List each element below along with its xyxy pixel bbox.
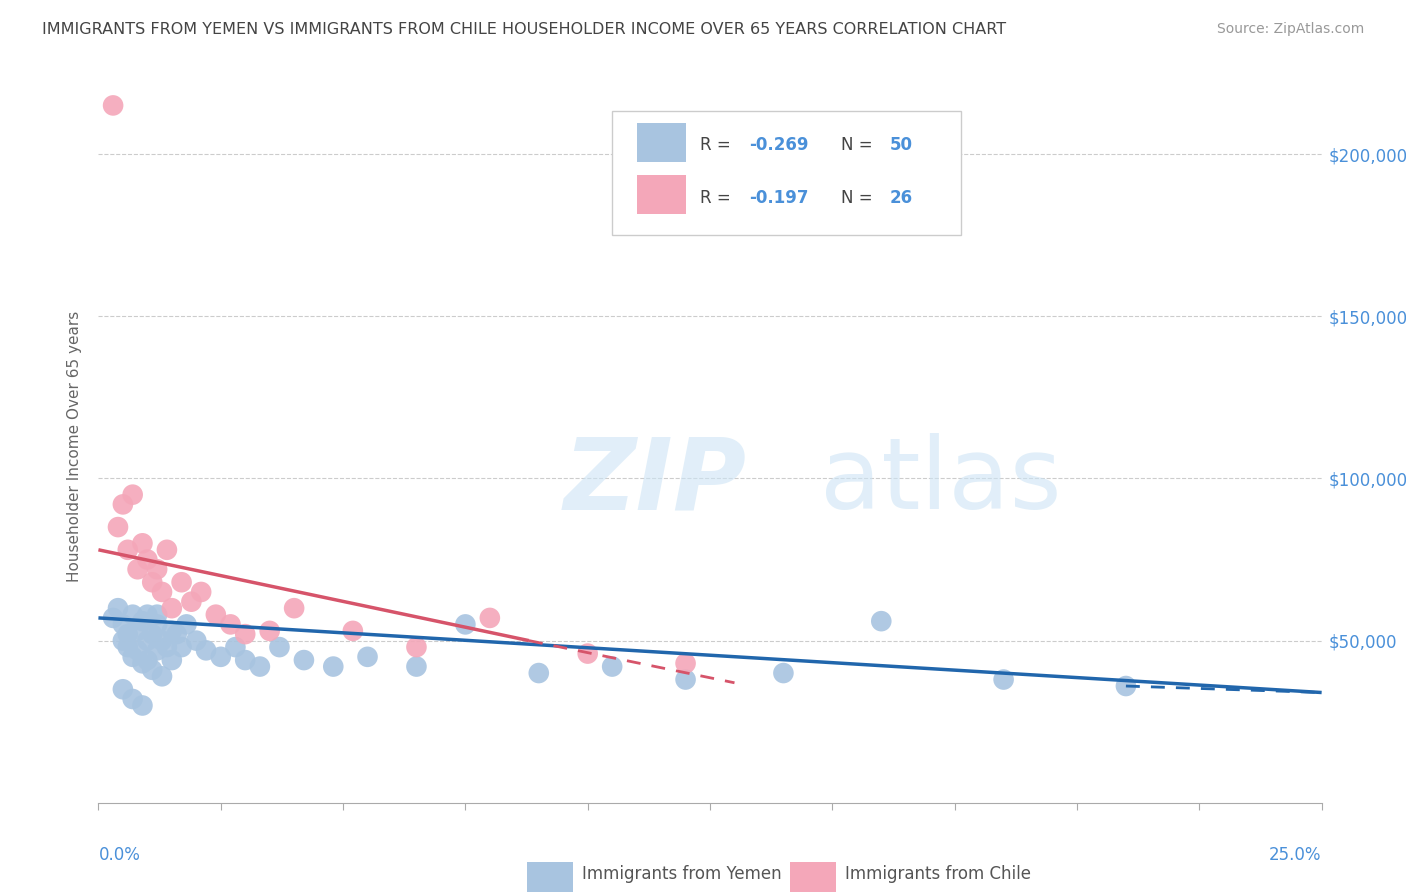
Point [405,659,427,673]
Point [127,562,149,576]
Point [117,640,139,654]
Point [772,666,794,681]
FancyBboxPatch shape [637,123,686,162]
Point [150,633,173,648]
Point [180,595,202,609]
Point [136,552,159,566]
Point [233,653,256,667]
Point [107,601,129,615]
Text: R =: R = [700,136,737,153]
Point [166,627,188,641]
Point [233,627,256,641]
Point [141,627,163,641]
Point [870,614,893,628]
Point [141,663,163,677]
Point [322,659,344,673]
Point [156,640,179,654]
FancyBboxPatch shape [637,175,686,214]
Point [146,643,169,657]
Point [478,611,501,625]
Point [121,649,143,664]
Text: Immigrants from Yemen: Immigrants from Yemen [582,865,782,883]
Point [576,647,599,661]
Point [219,617,242,632]
Point [127,624,149,638]
Point [146,607,169,622]
Point [141,575,163,590]
Point [131,536,153,550]
Point [205,607,228,622]
Point [146,562,169,576]
Point [121,607,143,622]
Point [1115,679,1137,693]
Text: Source: ZipAtlas.com: Source: ZipAtlas.com [1216,22,1364,37]
Point [600,659,623,673]
Point [111,617,134,632]
Point [190,585,212,599]
Text: N =: N = [841,189,877,207]
Point [131,657,153,671]
Point [195,643,218,657]
Point [107,520,129,534]
Point [283,601,305,615]
Point [117,627,139,641]
Point [176,617,198,632]
Point [209,649,232,664]
Text: R =: R = [700,189,737,207]
FancyBboxPatch shape [612,111,960,235]
Point [150,585,173,599]
Point [121,692,143,706]
Point [101,611,124,625]
Point [150,669,173,683]
Point [136,633,159,648]
Text: 0.0%: 0.0% [98,846,141,863]
Point [342,624,364,638]
Point [527,666,550,681]
Point [170,575,193,590]
Point [131,614,153,628]
Point [170,640,193,654]
Text: atlas: atlas [820,434,1062,530]
FancyBboxPatch shape [526,862,574,892]
Point [111,497,134,511]
Point [993,673,1015,687]
Text: Immigrants from Chile: Immigrants from Chile [845,865,1031,883]
Point [121,488,143,502]
Point [454,617,477,632]
Point [111,633,134,648]
Point [127,643,149,657]
Point [111,682,134,697]
Point [186,633,208,648]
Point [136,607,159,622]
Point [160,601,183,615]
Text: IMMIGRANTS FROM YEMEN VS IMMIGRANTS FROM CHILE HOUSEHOLDER INCOME OVER 65 YEARS : IMMIGRANTS FROM YEMEN VS IMMIGRANTS FROM… [42,22,1007,37]
FancyBboxPatch shape [790,862,837,892]
Text: 50: 50 [890,136,912,153]
Point [136,653,159,667]
Point [249,659,271,673]
Text: -0.269: -0.269 [749,136,808,153]
Point [259,624,281,638]
Point [269,640,291,654]
Point [675,657,697,671]
Point [160,624,183,638]
Point [160,653,183,667]
Text: 25.0%: 25.0% [1270,846,1322,863]
Text: 26: 26 [890,189,912,207]
Text: N =: N = [841,136,877,153]
Point [156,542,179,557]
Text: -0.197: -0.197 [749,189,808,207]
Point [224,640,246,654]
Point [146,617,169,632]
Point [675,673,697,687]
Point [117,542,139,557]
Point [356,649,378,664]
Point [131,698,153,713]
Point [101,98,124,112]
Y-axis label: Householder Income Over 65 years: Householder Income Over 65 years [67,310,83,582]
Point [405,640,427,654]
Point [292,653,315,667]
Text: ZIP: ZIP [564,434,747,530]
